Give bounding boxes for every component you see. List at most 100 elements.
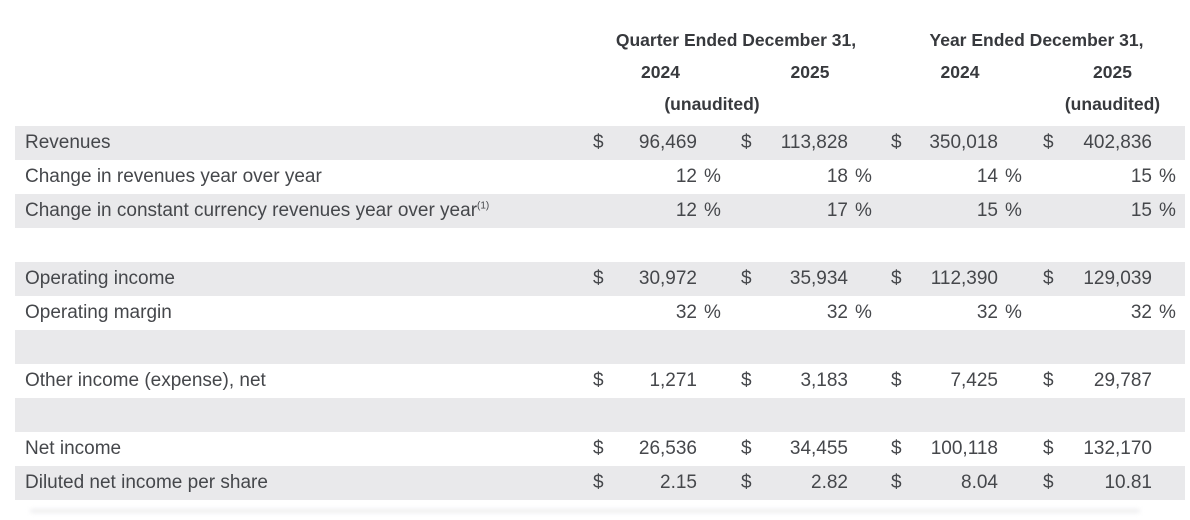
quarter-2024-column-header: 2024 xyxy=(641,61,680,82)
value-cell: 15 xyxy=(1130,166,1152,187)
currency-symbol: $ xyxy=(891,268,902,289)
value-cell: 35,934 xyxy=(789,268,848,289)
percent-symbol: % xyxy=(855,200,872,221)
value-cell: 3,183 xyxy=(800,370,848,391)
value-cell: 10.81 xyxy=(1104,472,1152,493)
table-row: Other income (expense), net $1,271 $3,183 $… xyxy=(15,364,1185,398)
row-label: Change in constant currency revenues yea… xyxy=(25,200,490,221)
value-cell: 402,836 xyxy=(1083,132,1152,153)
row-label: Revenues xyxy=(25,132,111,153)
value-cell: 32 xyxy=(1130,302,1152,323)
table-row: Change in revenues year over year 12% 18% 1… xyxy=(15,160,1185,194)
value-cell: 12 xyxy=(675,200,697,221)
currency-symbol: $ xyxy=(741,132,752,153)
value-cell: 32 xyxy=(826,302,848,323)
row-label: Change in revenues year over year xyxy=(25,166,322,187)
percent-symbol: % xyxy=(1159,200,1176,221)
value-cell: 2.15 xyxy=(660,472,697,493)
currency-symbol: $ xyxy=(741,438,752,459)
currency-symbol: $ xyxy=(1043,438,1054,459)
value-cell: 7,425 xyxy=(950,370,998,391)
currency-symbol: $ xyxy=(1043,370,1054,391)
currency-symbol: $ xyxy=(593,472,604,493)
currency-symbol: $ xyxy=(891,132,902,153)
value-cell: 32 xyxy=(675,302,697,323)
year-unaudited-label: (unaudited) xyxy=(1064,93,1161,114)
year-group-title: Year Ended December 31, xyxy=(929,29,1144,50)
currency-symbol: $ xyxy=(891,472,902,493)
spacer-row xyxy=(15,330,1185,364)
quarter-unaudited-label: (unaudited) xyxy=(664,93,760,114)
currency-symbol: $ xyxy=(1043,268,1054,289)
percent-symbol: % xyxy=(1159,302,1176,323)
value-cell: 15 xyxy=(1130,200,1152,221)
value-cell: 113,828 xyxy=(780,132,848,153)
footnote-marker: (1) xyxy=(477,200,490,212)
value-cell: 8.04 xyxy=(961,472,998,493)
row-label: Net income xyxy=(25,438,122,459)
value-cell: 14 xyxy=(976,166,998,187)
table-row: Net income $26,536 $34,455 $100,118 $132,170 xyxy=(15,432,1185,466)
percent-symbol: % xyxy=(704,302,721,323)
value-cell: 350,018 xyxy=(929,132,998,153)
table-row: Diluted net income per share $2.15 $2.82 $8… xyxy=(15,466,1185,500)
value-cell: 34,455 xyxy=(789,438,848,459)
year-2024-column-header: 2024 xyxy=(940,61,980,82)
year-2025-column-header: 2025 xyxy=(1093,61,1132,82)
header-year-labels: 2024 2025 2024 2025 xyxy=(15,56,1185,88)
row-label: Operating income xyxy=(25,268,175,289)
table-row: Revenues $96,469 $113,828 $350,018 $402,836 xyxy=(15,126,1185,160)
currency-symbol: $ xyxy=(593,268,604,289)
percent-symbol: % xyxy=(704,166,721,187)
currency-symbol: $ xyxy=(1043,132,1054,153)
row-label: Other income (expense), net xyxy=(25,370,266,391)
value-cell: 2.82 xyxy=(811,472,848,493)
percent-symbol: % xyxy=(855,302,872,323)
table-header: Quarter Ended December 31, Year Ended De… xyxy=(15,24,1185,120)
table-row: Operating income $30,972 $35,934 $112,390 $1… xyxy=(15,262,1185,296)
value-cell: 32 xyxy=(976,302,998,323)
value-cell: 26,536 xyxy=(638,438,697,459)
percent-symbol: % xyxy=(1005,166,1022,187)
value-cell: 18 xyxy=(826,166,848,187)
spacer-row xyxy=(15,228,1185,262)
currency-symbol: $ xyxy=(891,438,902,459)
value-cell: 30,972 xyxy=(638,268,697,289)
bottom-shadow xyxy=(30,509,1140,513)
quarter-group-title: Quarter Ended December 31, xyxy=(615,29,857,50)
quarter-2025-column-header: 2025 xyxy=(790,61,830,82)
percent-symbol: % xyxy=(1005,302,1022,323)
table-row: Operating margin 32% 32% 32% 32% xyxy=(15,296,1185,330)
header-unaudited-labels: (unaudited) (unaudited) xyxy=(15,88,1185,120)
row-label: Diluted net income per share xyxy=(25,472,268,493)
value-cell: 15 xyxy=(976,200,998,221)
value-cell: 12 xyxy=(675,166,697,187)
currency-symbol: $ xyxy=(741,472,752,493)
currency-symbol: $ xyxy=(741,370,752,391)
value-cell: 100,118 xyxy=(930,438,998,459)
financial-results-table: Quarter Ended December 31, Year Ended De… xyxy=(15,24,1185,500)
percent-symbol: % xyxy=(1005,200,1022,221)
value-cell: 129,039 xyxy=(1083,268,1152,289)
table-row: Change in constant currency revenues yea… xyxy=(15,194,1185,228)
value-cell: 112,390 xyxy=(930,268,998,289)
currency-symbol: $ xyxy=(741,268,752,289)
value-cell: 96,469 xyxy=(638,132,697,153)
value-cell: 17 xyxy=(826,200,848,221)
value-cell: 132,170 xyxy=(1083,438,1152,459)
percent-symbol: % xyxy=(704,200,721,221)
currency-symbol: $ xyxy=(593,132,604,153)
currency-symbol: $ xyxy=(891,370,902,391)
currency-symbol: $ xyxy=(1043,472,1054,493)
spacer-row xyxy=(15,398,1185,432)
table-body: Revenues $96,469 $113,828 $350,018 $402,836 C… xyxy=(15,126,1185,500)
currency-symbol: $ xyxy=(593,370,604,391)
value-cell: 29,787 xyxy=(1093,370,1152,391)
currency-symbol: $ xyxy=(593,438,604,459)
percent-symbol: % xyxy=(1159,166,1176,187)
value-cell: 1,271 xyxy=(649,370,697,391)
row-label: Operating margin xyxy=(25,302,172,323)
percent-symbol: % xyxy=(855,166,872,187)
header-group-titles: Quarter Ended December 31, Year Ended De… xyxy=(15,24,1185,56)
